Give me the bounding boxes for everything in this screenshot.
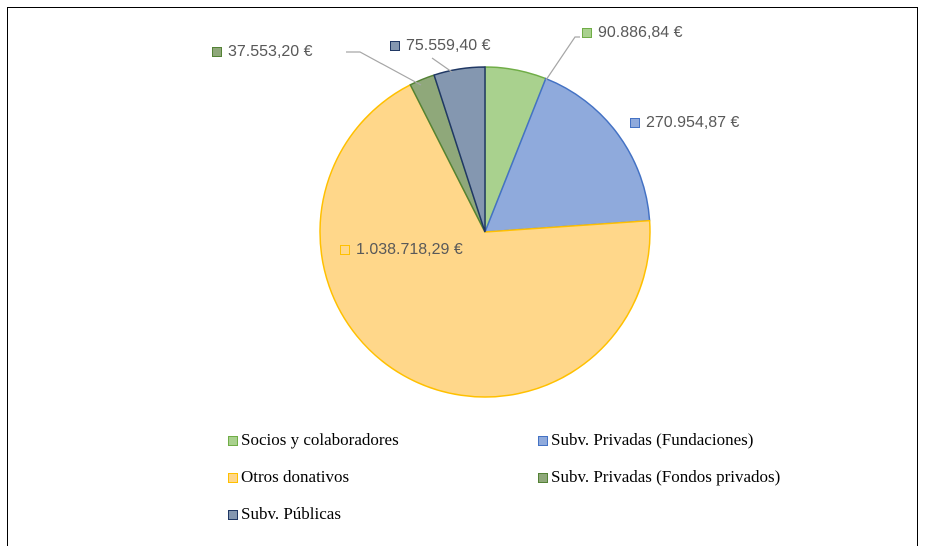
- legend-item: Subv. Privadas (Fundaciones): [538, 430, 753, 450]
- text: Socios y colaboradores: [241, 430, 399, 449]
- text: 37.553,20 €: [228, 43, 313, 60]
- text: 270.954,87 €: [646, 114, 740, 131]
- marker: [212, 47, 222, 57]
- marker: [340, 245, 350, 255]
- leader-line: [431, 57, 453, 73]
- text: Otros donativos: [241, 467, 350, 486]
- data-label: 75.559,40 €: [390, 33, 491, 59]
- marker: [538, 436, 548, 446]
- marker: [390, 41, 400, 51]
- slice: [483, 77, 651, 233]
- slice: [319, 83, 651, 398]
- leader-line: [346, 51, 422, 86]
- marker: [228, 473, 238, 483]
- text: 90.886,84 €: [598, 24, 683, 41]
- marker: [538, 473, 548, 483]
- frame: [7, 7, 918, 546]
- marker: [630, 118, 640, 128]
- legend-item: Subv. Privadas (Fondos privados): [538, 467, 780, 487]
- data-label: 1.038.718,29 €: [340, 237, 480, 263]
- text: Subv. Privadas (Fondos privados): [551, 467, 781, 486]
- text: Subv. Públicas: [241, 504, 341, 523]
- data-label: 37.553,20 €: [212, 39, 313, 65]
- legend-item: Subv. Públicas: [228, 504, 341, 524]
- slices: [319, 66, 651, 398]
- marker: [582, 28, 592, 38]
- data-label: 90.886,84 €: [582, 20, 683, 46]
- legend-item: Otros donativos: [228, 467, 349, 487]
- text: 1.038.718,29 €: [356, 241, 463, 258]
- marker: [228, 436, 238, 446]
- leader-line: [545, 36, 580, 81]
- legend-item: Socios y colaboradores: [228, 430, 399, 450]
- data-label: 270.954,87 €: [630, 110, 739, 136]
- slice: [433, 66, 486, 233]
- text: 75.559,40 €: [406, 37, 491, 54]
- text: Subv. Privadas (Fundaciones): [551, 430, 754, 449]
- marker: [228, 510, 238, 520]
